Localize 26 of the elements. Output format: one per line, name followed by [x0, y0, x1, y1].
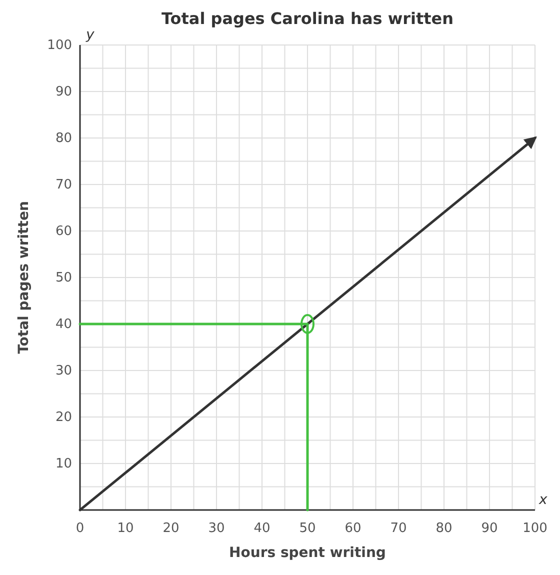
y-tick-label: 30	[55, 364, 72, 378]
chart-title: Total pages Carolina has written	[161, 9, 454, 28]
x-tick-label: 30	[208, 521, 225, 536]
x-tick-label: 70	[390, 521, 407, 536]
x-tick-label: 40	[254, 521, 270, 536]
y-tick-label: 70	[55, 178, 72, 192]
x-tick-label: 80	[436, 521, 452, 536]
x-tick-label: 50	[299, 521, 316, 536]
y-tick-label: 90	[55, 84, 72, 100]
x-tick-label: 100	[522, 521, 548, 536]
y-tick-label: 20	[55, 410, 72, 425]
text: y	[85, 27, 95, 43]
text: x	[538, 492, 548, 508]
y-tick-label: 100	[47, 38, 72, 53]
y-tick-label: 60	[55, 224, 72, 239]
x-axis-title: Hours spent writing	[229, 545, 386, 561]
x-tick-label: 20	[162, 521, 180, 536]
y-axis-title: Total pages written	[16, 201, 32, 354]
x-tick-label: 90	[481, 521, 498, 536]
y-tick-label: 50	[55, 270, 72, 286]
y-tick-label: 80	[55, 131, 72, 146]
y-tick-label: 10	[55, 456, 72, 472]
x-tick-label: 0	[76, 521, 84, 536]
x-tick-label: 10	[117, 521, 134, 536]
y-tick-label: 40	[55, 317, 72, 332]
x-tick-label: 60	[344, 521, 362, 536]
